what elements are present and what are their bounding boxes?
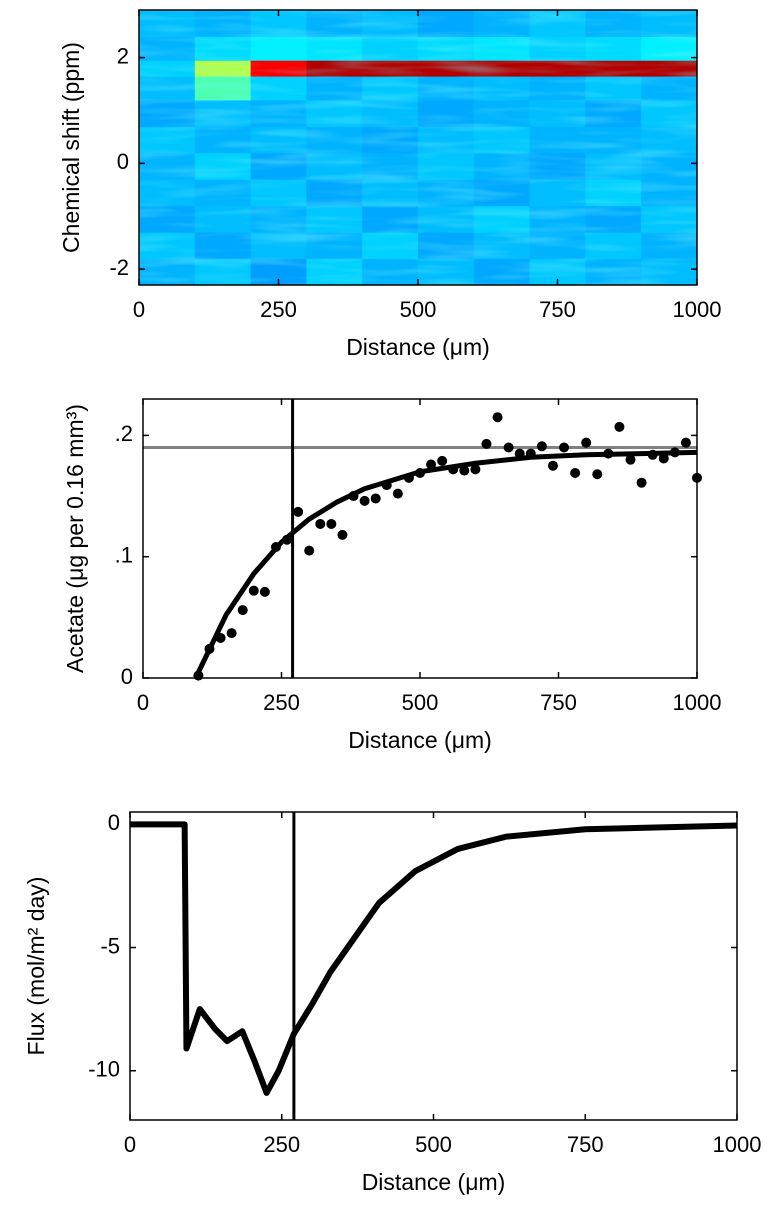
point	[525, 448, 536, 459]
y-tick-label: 2	[117, 43, 129, 68]
x-axis-label: Distance (μm)	[346, 334, 490, 360]
point	[514, 448, 525, 459]
point	[581, 437, 592, 448]
axes-frame	[129, 811, 738, 1121]
point	[381, 480, 392, 491]
x-tick-label: 250	[260, 297, 297, 322]
point	[359, 495, 370, 506]
y-tick-label: .1	[115, 543, 133, 568]
x-tick-label: 500	[415, 1132, 452, 1157]
y-axis-label: Chemical shift (ppm)	[58, 42, 84, 253]
y-axis-label: Flux (mol/m² day)	[23, 877, 49, 1056]
texture	[139, 10, 697, 285]
point	[282, 534, 293, 545]
point	[270, 541, 281, 552]
point	[603, 448, 614, 459]
flux-line	[130, 821, 738, 1096]
x-tick-label: 1000	[673, 297, 722, 322]
y-tick-label: 0	[108, 810, 120, 835]
point	[415, 467, 425, 478]
x-tick-label: 250	[263, 690, 300, 715]
point	[293, 506, 304, 517]
x-tick-label: 750	[567, 1132, 604, 1157]
point	[237, 605, 248, 616]
point	[326, 518, 337, 529]
x-axis-label: Distance (μm)	[348, 727, 492, 753]
fit-line	[193, 449, 698, 680]
point	[503, 442, 514, 453]
point	[481, 438, 492, 449]
point	[459, 465, 470, 476]
point	[559, 442, 570, 453]
x-tick-label: 250	[263, 1132, 300, 1157]
point	[658, 453, 669, 464]
point	[226, 628, 237, 639]
x-tick-label: 1000	[713, 1132, 762, 1157]
axes-frame	[142, 398, 698, 679]
x-tick-label: 0	[137, 690, 149, 715]
point	[669, 447, 680, 458]
point	[547, 460, 558, 471]
y-tick-label: 0	[117, 149, 129, 174]
point	[437, 455, 448, 466]
point	[337, 529, 348, 540]
point	[259, 586, 270, 597]
x-tick-label: 500	[400, 297, 437, 322]
point	[403, 472, 414, 483]
point	[492, 412, 503, 423]
x-axis-label: Distance (μm)	[362, 1169, 506, 1195]
y-axis-label: Acetate (μg per 0.16 mm³)	[62, 404, 88, 673]
y-tick-label: .2	[115, 421, 133, 446]
point	[636, 477, 647, 488]
point	[536, 441, 547, 452]
point	[680, 437, 691, 448]
x-tick-label: 500	[402, 690, 439, 715]
point	[348, 491, 359, 502]
y-tick-label: -10	[88, 1057, 120, 1082]
x-tick-label: 0	[124, 1132, 136, 1157]
point	[625, 454, 636, 465]
point	[614, 421, 625, 432]
y-tick-label: -2	[109, 255, 129, 280]
point	[426, 459, 437, 470]
y-tick-label: 0	[121, 664, 133, 689]
point	[304, 545, 315, 556]
point	[315, 518, 326, 529]
x-tick-label: 1000	[673, 690, 722, 715]
point	[647, 449, 658, 460]
point	[570, 467, 581, 478]
point	[248, 585, 259, 596]
point	[215, 632, 226, 643]
point	[204, 643, 215, 654]
x-tick-label: 750	[540, 690, 577, 715]
x-tick-label: 750	[539, 297, 576, 322]
point	[193, 670, 204, 681]
point	[470, 464, 481, 475]
x-tick-label: 0	[133, 297, 145, 322]
y-tick-label: -5	[100, 933, 120, 958]
point	[592, 469, 603, 480]
point	[448, 464, 459, 475]
point	[370, 493, 381, 504]
point	[392, 488, 403, 499]
